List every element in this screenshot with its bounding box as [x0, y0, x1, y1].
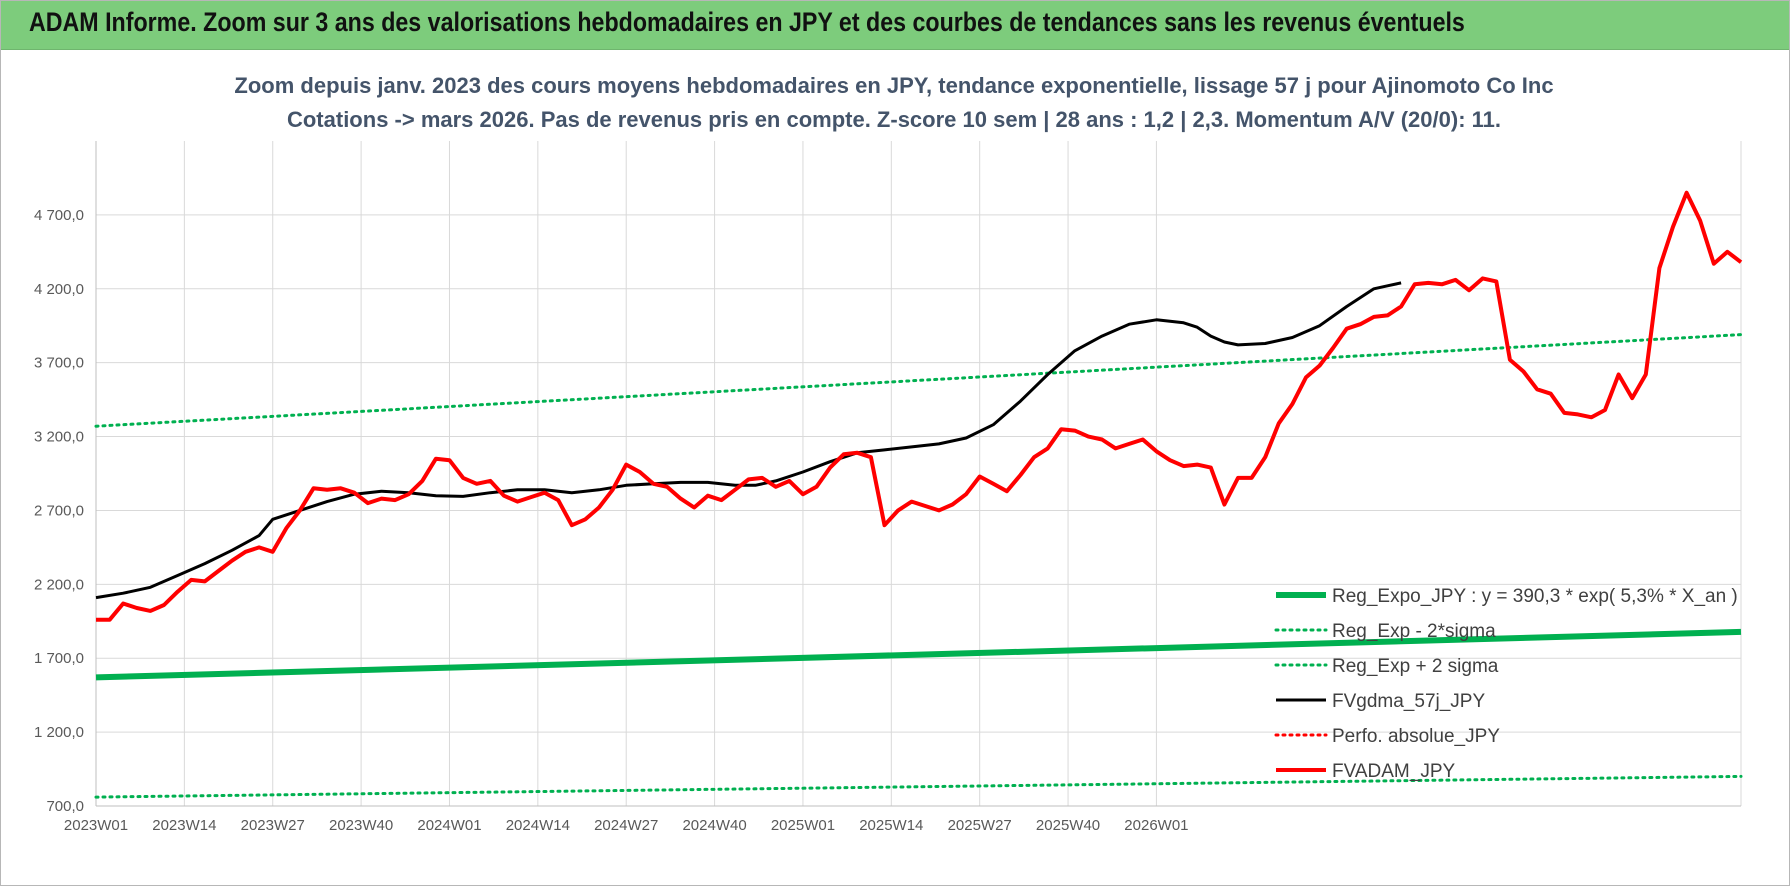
legend-entry: Reg_Exp - 2*sigma [1332, 621, 1496, 642]
x-tick-label: 2025W40 [1036, 817, 1100, 834]
legend-entry: Perfo. absolue_JPY [1332, 726, 1500, 747]
series-reg-exp-minus [94, 774, 1743, 799]
y-tick-label: 2 700,0 [34, 502, 84, 519]
legend-entry: Reg_Expo_JPY : y = 390,3 * exp( 5,3% * X… [1332, 586, 1738, 607]
series-gdma-57j [95, 281, 1402, 600]
x-tick-label: 2026W01 [1124, 817, 1188, 834]
x-tick-label: 2024W14 [506, 817, 570, 834]
series-reg-exp-plus [94, 333, 1743, 428]
x-tick-label: 2025W01 [771, 817, 835, 834]
x-tick-label: 2023W01 [64, 817, 128, 834]
y-tick-label: 4 200,0 [34, 281, 84, 298]
report-header: ADAM Informe. Zoom sur 3 ans des valoris… [1, 1, 1789, 50]
y-tick-label: 1 200,0 [34, 724, 84, 741]
x-tick-label: 2023W14 [152, 817, 216, 834]
y-tick-label: 4 700,0 [34, 207, 84, 224]
y-tick-label: 1 700,0 [34, 650, 84, 667]
report-title: ADAM Informe. Zoom sur 3 ans des valoris… [29, 7, 1465, 37]
x-tick-label: 2024W01 [417, 817, 481, 834]
grid-layer [95, 141, 1742, 807]
legend-entry: FVgdma_57j_JPY [1332, 691, 1485, 712]
series-reg-expo [95, 628, 1742, 681]
series-adam [96, 190, 1743, 622]
x-tick-label: 2024W40 [682, 817, 746, 834]
x-tick-label: 2025W27 [948, 817, 1012, 834]
legend-entry: FVADAM_JPY [1332, 761, 1456, 782]
chart-subtitle-line1: Zoom depuis janv. 2023 des cours moyens … [234, 73, 1553, 98]
y-tick-label: 3 200,0 [34, 429, 84, 446]
chart-subtitle-line2: Cotations -> mars 2026. Pas de revenus p… [287, 107, 1501, 132]
series-layer [94, 190, 1743, 799]
legend-entry: Reg_Exp + 2 sigma [1332, 656, 1499, 677]
axis-layer: 700,0 1 200,0 1 700,0 2 200,0 2 700,0 3 200,0… [34, 207, 1189, 834]
y-tick-label: 2 200,0 [34, 576, 84, 593]
x-tick-label: 2025W14 [859, 817, 923, 834]
x-tick-label: 2024W27 [594, 817, 658, 834]
x-tick-label: 2023W40 [329, 817, 393, 834]
y-tick-label: 700,0 [46, 798, 84, 815]
y-tick-label: 3 700,0 [34, 355, 84, 372]
legend: Reg_Expo_JPY : y = 390,3 * exp( 5,3% * X… [1274, 586, 1738, 782]
x-tick-label: 2023W27 [241, 817, 305, 834]
